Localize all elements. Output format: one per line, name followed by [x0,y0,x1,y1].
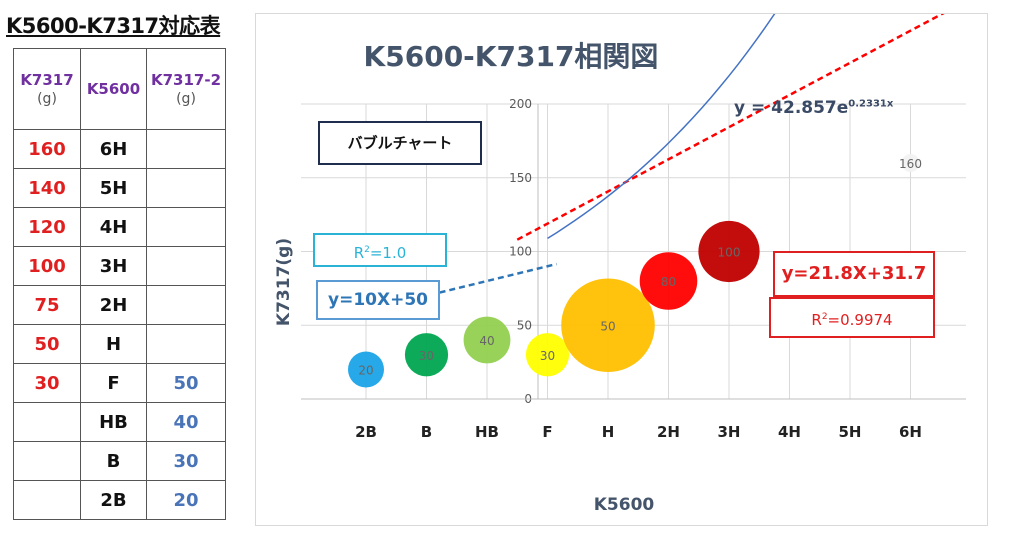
x-tick-label: 3H [718,423,741,441]
page-title: K5600-K7317対応表 [6,14,221,38]
equation-box-red: y=21.8X+31.7 [773,251,935,297]
trendline-linear-1 [516,14,945,241]
cell-k5600: 4H [80,207,147,247]
cell-k7317-2 [146,207,226,247]
header-k5600: K5600 [80,48,147,130]
bubble-label: 160 [899,157,922,171]
cell-k7317-2 [146,129,226,169]
y-tick-label: 100 [509,245,532,259]
bubble-label: 30 [419,349,434,363]
cell-k7317: 75 [13,285,81,325]
y-tick-label: 200 [509,97,532,111]
equation-label-exponential: y = 42.857e0.2331x [734,98,894,118]
bubble-H [561,278,655,373]
x-tick-label: 2B [355,423,377,441]
cell-k7317: 50 [13,324,81,364]
y-tick-label: 150 [509,171,532,185]
cell-k5600: H [80,324,147,364]
bubble-label: 20 [358,364,373,378]
cell-k5600: 3H [80,246,147,286]
bubble-label: 50 [600,319,615,333]
cell-k7317-2: 40 [146,402,226,442]
bubble-B [404,333,449,377]
cell-k5600: 6H [80,129,147,169]
table-row: HB 40 [13,402,226,442]
cell-k7317: 160 [13,129,81,169]
chart-title: K5600-K7317相関図 [364,40,659,73]
cell-k7317-2: 50 [146,363,226,403]
bubble-F [525,333,570,377]
chart-panel: K5600-K7317相関図 0 50 100 150 200 2B B HB F H 2H 3H 4H 5… [255,13,988,526]
cell-k7317: 120 [13,207,81,247]
legend-box: バブルチャート [318,121,482,165]
cell-k7317: 100 [13,246,81,286]
y-axis-title: K7317(g) [274,238,294,326]
table-row: B 30 [13,441,226,481]
bubble-2B [348,351,384,388]
bubble-HB [463,316,511,364]
bubble-label: 30 [540,349,555,363]
y-tick-label: 50 [517,318,532,332]
x-tick-label: 5H [839,423,862,441]
hardness-correspondence-table: K7317 (g) K5600 K7317-2 (g) 160 6H 140 5H 120 4… [13,48,226,520]
cell-k7317-2 [146,168,226,208]
cell-k5600: 5H [80,168,147,208]
table-row: 50 H [13,324,226,364]
table-row: 140 5H [13,168,226,208]
cell-k7317 [13,402,81,442]
header-k7317-2: K7317-2 (g) [146,48,226,130]
table-row: 100 3H [13,246,226,286]
cell-k7317: 140 [13,168,81,208]
r2-box-red: R2=0.9974 [769,297,935,338]
x-tick-label: 2H [657,423,680,441]
equation-box-blue: y=10X+50 [316,280,440,320]
bubble-label: 40 [479,334,494,348]
r2-box-blue: R2=1.0 [313,233,447,267]
bubble-6H [901,154,920,172]
x-tick-label: H [602,423,615,441]
x-axis-title: K5600 [594,495,655,515]
cell-k5600: B [80,441,147,481]
cell-k5600: 2B [80,480,147,520]
x-tick-label: F [542,423,552,441]
cell-k7317 [13,480,81,520]
cell-k7317-2: 20 [146,480,226,520]
cell-k7317-2 [146,246,226,286]
bubble-label: 100 [718,246,741,260]
table-header-row: K7317 (g) K5600 K7317-2 (g) [13,48,226,130]
table-row: 160 6H [13,129,226,169]
x-tick-label: B [421,423,432,441]
bubble-label: 80 [661,275,676,289]
cell-k5600: 2H [80,285,147,325]
table-row: 120 4H [13,207,226,247]
x-tick-label: 6H [899,423,922,441]
trendline-linear-0 [332,262,557,320]
x-tick-label: HB [475,423,499,441]
cell-k7317-2 [146,285,226,325]
cell-k7317 [13,441,81,481]
bubble-2H [639,252,698,310]
table-row: 2B 20 [13,480,226,520]
header-k7317: K7317 (g) [13,48,81,130]
bubble-3H [698,220,760,283]
trendline-exponential [547,14,776,240]
cell-k7317-2: 30 [146,441,226,481]
cell-k5600: HB [80,402,147,442]
cell-k7317-2 [146,324,226,364]
cell-k5600: F [80,363,147,403]
x-tick-label: 4H [778,423,801,441]
table-row: 30 F 50 [13,363,226,403]
table-row: 75 2H [13,285,226,325]
cell-k7317: 30 [13,363,81,403]
